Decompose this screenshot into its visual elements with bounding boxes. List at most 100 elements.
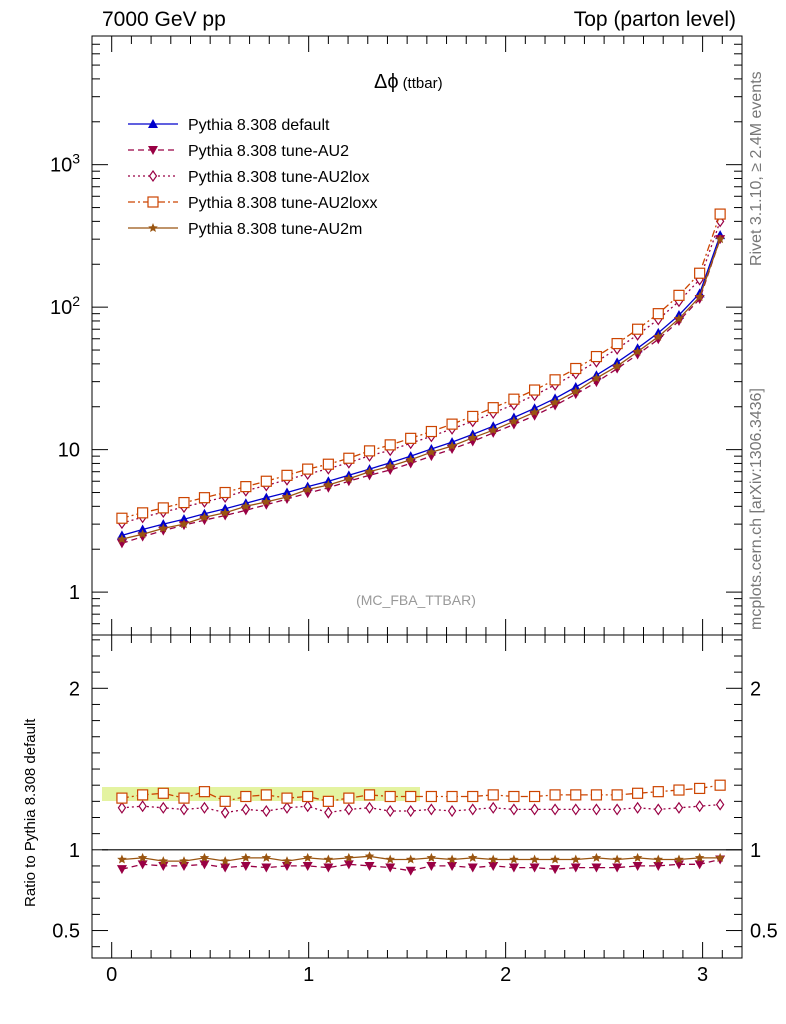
marker-square [652,308,664,320]
marker-star [385,854,395,864]
marker-triangle-down [137,860,148,870]
marker-diamond [571,803,580,816]
y-tick-label-upper: 10 [58,440,80,462]
legend-label-4: Pythia 8.308 tune-AU2m [188,221,362,238]
marker-star [447,441,457,451]
lower-series-3 [116,779,726,807]
marker-triangle-down [343,860,354,870]
marker-diamond [633,801,642,814]
marker-square [281,792,293,804]
marker-triangle-down [364,861,375,871]
marker-square [137,507,149,519]
marker-diamond [385,804,395,818]
ratio-line [121,784,721,802]
marker-star [302,852,313,862]
marker-triangle-down [385,863,396,873]
marker-square [343,452,355,464]
marker-star [405,454,416,464]
marker-diamond [550,803,560,816]
marker-square [157,502,169,514]
marker-star [488,425,498,435]
marker-square [240,481,252,493]
marker-star [158,856,169,866]
marker-triangle-up [148,119,158,128]
marker-square [652,786,664,798]
upper-series-3 [116,208,726,524]
series-layer [102,208,742,876]
marker-triangle-down [653,335,664,345]
marker-star [694,291,705,301]
marker-square [570,789,582,801]
marker-diamond [282,801,292,814]
marker-star [447,854,457,864]
marker-triangle-down [261,863,272,873]
marker-triangle-down [116,865,127,875]
marker-diamond [674,801,684,814]
upper-series-2 [117,215,725,530]
legend-label-3: Pythia 8.308 tune-AU2loxx [188,195,377,212]
marker-square [322,458,334,470]
marker-diamond [148,169,158,183]
marker-star [344,852,354,862]
axes-layer: 1 10 102 103 0 1 2 3 0.5 0.5 1 1 2 2 [50,35,778,986]
marker-triangle-down [385,465,396,475]
marker-square [487,789,499,801]
marker-square [673,784,685,796]
marker-star [323,854,334,864]
marker-square [363,789,376,801]
marker-square [487,402,499,414]
marker-square [467,790,479,803]
marker-star [653,854,663,864]
marker-triangle-down [529,863,540,873]
marker-star [488,854,498,864]
marker-square [137,789,149,801]
marker-triangle-up [178,514,189,524]
marker-square [632,787,644,799]
marker-square [405,432,417,444]
marker-star [199,852,210,862]
marker-star [674,313,684,323]
y-tick-label-lower-right: 0.5 [750,921,778,943]
x-tick-label: 3 [697,964,708,986]
marker-diamond [138,800,147,813]
marker-diamond [365,801,374,814]
marker-star [364,466,375,476]
marker-triangle-down [467,437,478,447]
marker-star [468,432,478,442]
legend-label-0: Pythia 8.308 default [188,117,330,134]
marker-star [612,854,622,864]
marker-triangle-down [220,863,231,873]
marker-diamond [406,804,415,818]
marker-triangle-down [653,861,664,871]
marker-diamond [715,798,725,811]
marker-diamond [592,803,601,816]
marker-star [282,856,292,866]
marker-star [426,852,437,862]
marker-square [343,792,355,804]
marker-star [261,496,272,506]
y-tick-label-upper: 102 [50,293,80,319]
marker-square [198,786,211,798]
marker-star [179,856,189,866]
marker-star [591,373,602,383]
lower-frame [91,634,743,959]
marker-diamond [695,800,704,813]
marker-triangle-down [467,863,478,873]
ratio-line [121,858,721,872]
marker-square [178,496,190,509]
marker-square [384,439,396,451]
marker-square [611,337,623,350]
marker-star [674,854,684,864]
y-tick-label-lower-right: 1 [750,840,761,862]
marker-diamond [303,800,312,813]
marker-star [261,852,272,862]
marker-square [528,384,541,396]
marker-triangle-down [550,865,561,875]
marker-star [117,854,127,864]
marker-square [570,362,582,375]
marker-square [384,790,396,803]
marker-star [591,852,602,862]
marker-square [260,789,272,801]
x-tick-label: 2 [500,964,511,986]
